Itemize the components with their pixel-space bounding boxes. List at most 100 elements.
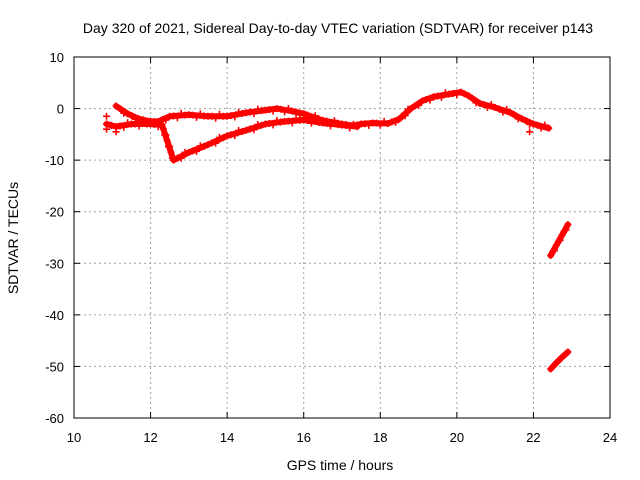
data-point [139,118,147,126]
data-point [227,112,235,120]
data-point [376,121,384,129]
data-point [124,119,132,127]
data-point [154,123,162,131]
y-tick-label: 0 [57,102,64,117]
data-point [491,104,499,112]
data-point [193,113,201,121]
data-point [166,142,174,150]
x-tick-label: 10 [67,430,81,445]
data-point [292,115,300,123]
x-axis-title: GPS time / hours [287,457,394,473]
data-point [468,94,476,102]
data-point [365,121,373,129]
series-sparse-points [103,112,534,136]
data-point [499,108,507,116]
y-tick-label: -50 [45,359,64,374]
y-tick-label: -40 [45,308,64,323]
data-point [346,124,354,132]
data-point [292,108,300,116]
data-point [349,120,357,128]
data-point [284,117,292,125]
data-point [170,156,178,164]
data-point [503,105,511,113]
data-point [564,221,572,229]
data-point [212,114,220,122]
data-point [307,119,315,127]
data-point [438,93,446,101]
data-point [426,96,434,104]
data-point [449,89,457,97]
data-point [235,108,243,116]
data-point [246,108,254,116]
chart-title: Day 320 of 2021, Sidereal Day-to-day VTE… [83,20,593,36]
data-point [103,112,111,120]
data-point [476,99,484,107]
data-point [510,111,518,119]
data-point [135,122,143,130]
data-point [196,110,204,118]
x-tick-label: 20 [450,430,464,445]
x-tick-label: 16 [296,430,310,445]
data-point [545,124,553,132]
y-tick-label: -20 [45,205,64,220]
data-point [392,118,400,126]
data-point [120,123,128,131]
x-tick-label: 12 [143,430,157,445]
data-point [158,121,166,129]
data-point [163,137,171,145]
data-point [238,127,246,135]
data-point [242,126,250,134]
data-point [518,115,526,123]
data-point [162,131,170,139]
data-point [311,116,319,124]
data-point [461,90,469,98]
y-tick-label: 10 [50,50,64,65]
data-point [288,119,296,127]
data-point [353,123,361,131]
y-tick-label: -30 [45,256,64,271]
data-point [384,120,392,128]
data-point [265,106,273,114]
x-tick-label: 22 [526,430,540,445]
data-point [208,112,216,120]
data-point [150,120,158,128]
data-point [269,107,277,115]
data-point [177,109,185,117]
data-point [112,128,120,136]
data-point [550,247,558,255]
data-point [103,125,111,133]
x-tick-label: 18 [373,430,387,445]
data-point [170,112,178,120]
data-point [223,132,231,140]
data-point [116,105,124,113]
data-point [480,100,488,108]
data-point [284,105,292,113]
data-point [407,105,415,113]
data-point [562,226,570,234]
data-point [457,88,465,96]
data-point [495,105,503,113]
data-point [541,121,549,129]
data-point [200,142,208,150]
data-point [116,122,124,130]
data-point [250,110,258,118]
data-point [107,121,115,129]
data-point [277,105,285,113]
data-point [167,148,175,156]
data-point [434,92,442,100]
data-point [112,102,120,110]
data-point [235,127,243,135]
data-point [193,147,201,155]
data-point [556,236,564,244]
data-point [124,110,132,118]
data-point [227,131,235,139]
data-point [231,113,239,121]
data-point [372,119,380,127]
data-point [269,121,277,129]
data-point [537,124,545,132]
data-point [300,110,308,118]
data-point [483,103,491,111]
data-point [131,120,139,128]
y-tick-label: -10 [45,153,64,168]
